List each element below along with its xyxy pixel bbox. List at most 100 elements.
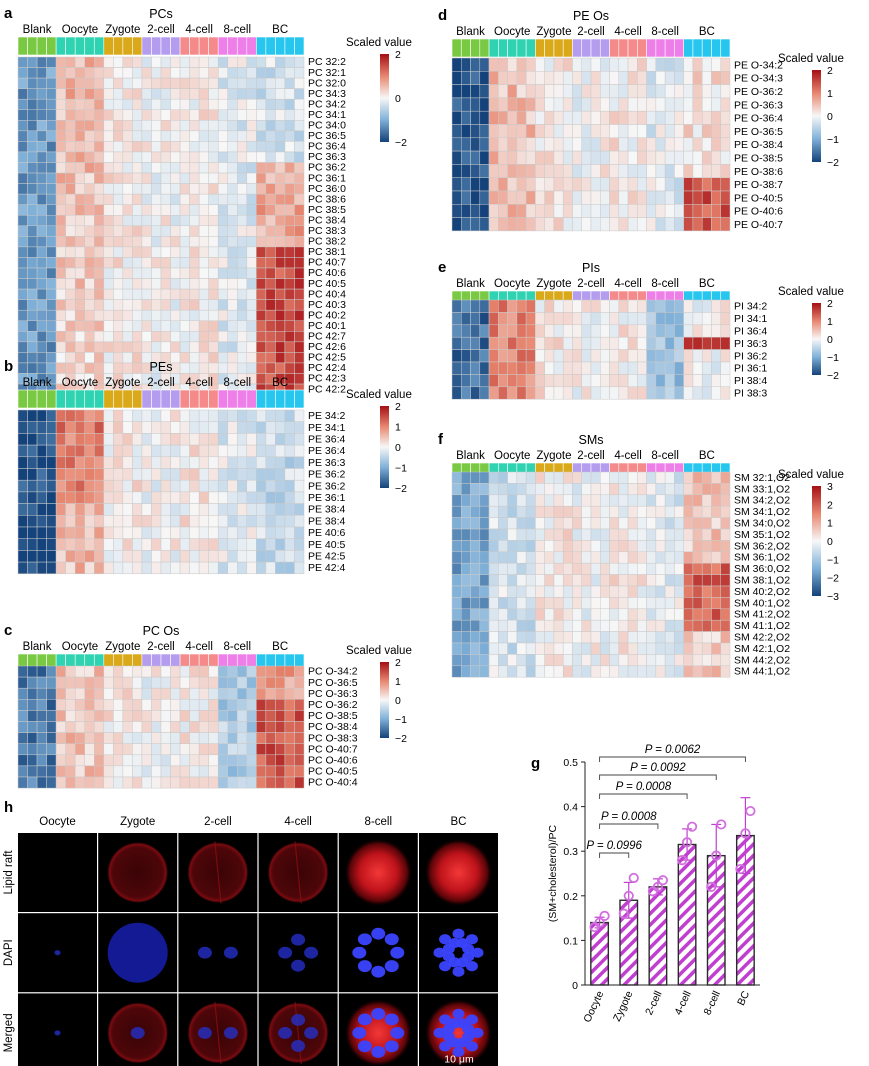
heatmap-cell xyxy=(246,676,257,689)
heatmap-cell xyxy=(516,386,527,400)
heatmap-cell xyxy=(227,236,238,248)
heatmap-cell xyxy=(141,409,152,422)
heatmap-cell xyxy=(562,190,573,205)
heatmap-cell xyxy=(284,743,295,756)
heatmap-cell xyxy=(294,309,305,322)
heatmap-cell xyxy=(507,84,518,99)
heatmap-cell xyxy=(84,421,95,434)
heatmap-cell xyxy=(488,483,499,496)
heatmap-cell xyxy=(692,528,703,541)
heatmap-cell xyxy=(160,309,171,322)
heatmap-cell xyxy=(113,56,124,68)
heatmap-cell xyxy=(711,654,721,667)
heatmap-cell xyxy=(470,312,481,326)
heatmap-cell xyxy=(701,608,712,621)
heatmap-cell xyxy=(227,341,238,353)
heatmap-cell xyxy=(600,597,610,610)
heatmap-cell xyxy=(179,98,190,110)
heatmap-cell xyxy=(113,721,124,733)
heatmap-cell xyxy=(525,505,536,518)
row-label: PC 42:7 xyxy=(308,331,346,343)
heatmap-cell xyxy=(170,699,181,711)
heatmap-cell xyxy=(294,109,305,121)
heatmap-cell xyxy=(720,97,731,112)
heatmap-cell xyxy=(590,97,601,112)
heatmap-cell xyxy=(237,665,248,678)
heatmap-cell xyxy=(189,98,200,110)
heatmap-cell xyxy=(141,732,152,744)
heatmap-cell xyxy=(618,562,629,575)
heatmap-cell xyxy=(451,110,462,125)
heatmap-cell xyxy=(179,193,190,205)
heatmap-cell xyxy=(637,204,647,218)
heatmap-cell xyxy=(683,517,694,530)
heatmap-cell xyxy=(246,98,257,110)
heatmap-cell xyxy=(227,687,238,700)
heatmap-cell xyxy=(294,468,305,481)
heatmap-cell xyxy=(720,517,731,530)
heatmap-cell xyxy=(692,71,703,85)
heatmap-cell xyxy=(198,421,209,434)
heatmap-cell xyxy=(55,479,66,493)
heatmap-cell xyxy=(27,120,38,132)
heatmap-cell xyxy=(55,257,66,269)
heatmap-cell xyxy=(103,409,114,422)
heatmap-cell xyxy=(84,288,95,300)
heatmap-cell xyxy=(170,215,181,227)
heatmap-cell xyxy=(275,687,286,700)
heatmap-cell xyxy=(94,267,105,279)
heatmap-cell xyxy=(27,456,38,469)
heatmap-cell xyxy=(74,479,85,493)
row-label: PC 36:0 xyxy=(308,183,346,195)
heatmap-cell xyxy=(488,505,499,518)
heatmap-cell xyxy=(151,503,162,516)
heatmap-cell xyxy=(470,150,481,165)
heatmap-cell xyxy=(198,215,209,227)
heatmap-cell xyxy=(664,204,675,218)
heatmap-cell xyxy=(683,71,694,85)
heatmap-cell xyxy=(674,190,684,205)
heatmap-cell xyxy=(683,97,694,112)
row-label: SM 40:2,O2 xyxy=(734,586,790,598)
heatmap-cell xyxy=(208,267,219,279)
heatmap-cell xyxy=(507,71,518,85)
heatmap-cell xyxy=(246,503,257,516)
heatmap-cell xyxy=(294,204,305,216)
heatmap-cell xyxy=(256,468,267,481)
heatmap-cell xyxy=(17,362,28,374)
group-color-cell xyxy=(198,36,209,56)
heatmap-cell xyxy=(275,743,286,756)
heatmap-cell xyxy=(581,654,592,667)
heatmap-cell xyxy=(627,654,638,667)
heatmap-cell xyxy=(217,193,228,205)
heatmap-cell xyxy=(581,97,592,112)
heatmap-cell xyxy=(525,597,536,610)
heatmap-cell xyxy=(94,699,105,711)
heatmap-cell xyxy=(151,444,162,458)
heatmap-cell xyxy=(572,665,582,678)
heatmap-cell xyxy=(170,278,181,290)
heatmap-cell xyxy=(498,137,508,152)
heatmap-cell xyxy=(132,120,143,132)
heatmap-cell xyxy=(655,494,666,507)
heatmap-cell xyxy=(600,631,610,644)
heatmap-cell xyxy=(535,483,545,496)
heatmap-cell xyxy=(581,631,592,644)
heatmap-cell xyxy=(256,130,267,142)
heatmap-cell xyxy=(683,471,694,484)
heatmap-cell xyxy=(189,193,200,205)
heatmap-cell xyxy=(265,331,276,343)
heatmap-cell xyxy=(581,110,592,125)
heatmap-cell xyxy=(256,246,267,258)
heatmap-cell xyxy=(535,505,545,518)
group-color-cell xyxy=(170,389,181,409)
heatmap-cell xyxy=(36,479,47,493)
heatmap-cell xyxy=(711,124,721,139)
heatmap-cell xyxy=(27,67,38,79)
group-label: Oocyte xyxy=(62,377,98,389)
heatmap-cell xyxy=(618,574,629,587)
heatmap-cell xyxy=(65,341,76,353)
heatmap-cell xyxy=(265,67,276,79)
row-label: PE 36:2 xyxy=(308,480,346,492)
group-color-cell xyxy=(103,36,114,56)
